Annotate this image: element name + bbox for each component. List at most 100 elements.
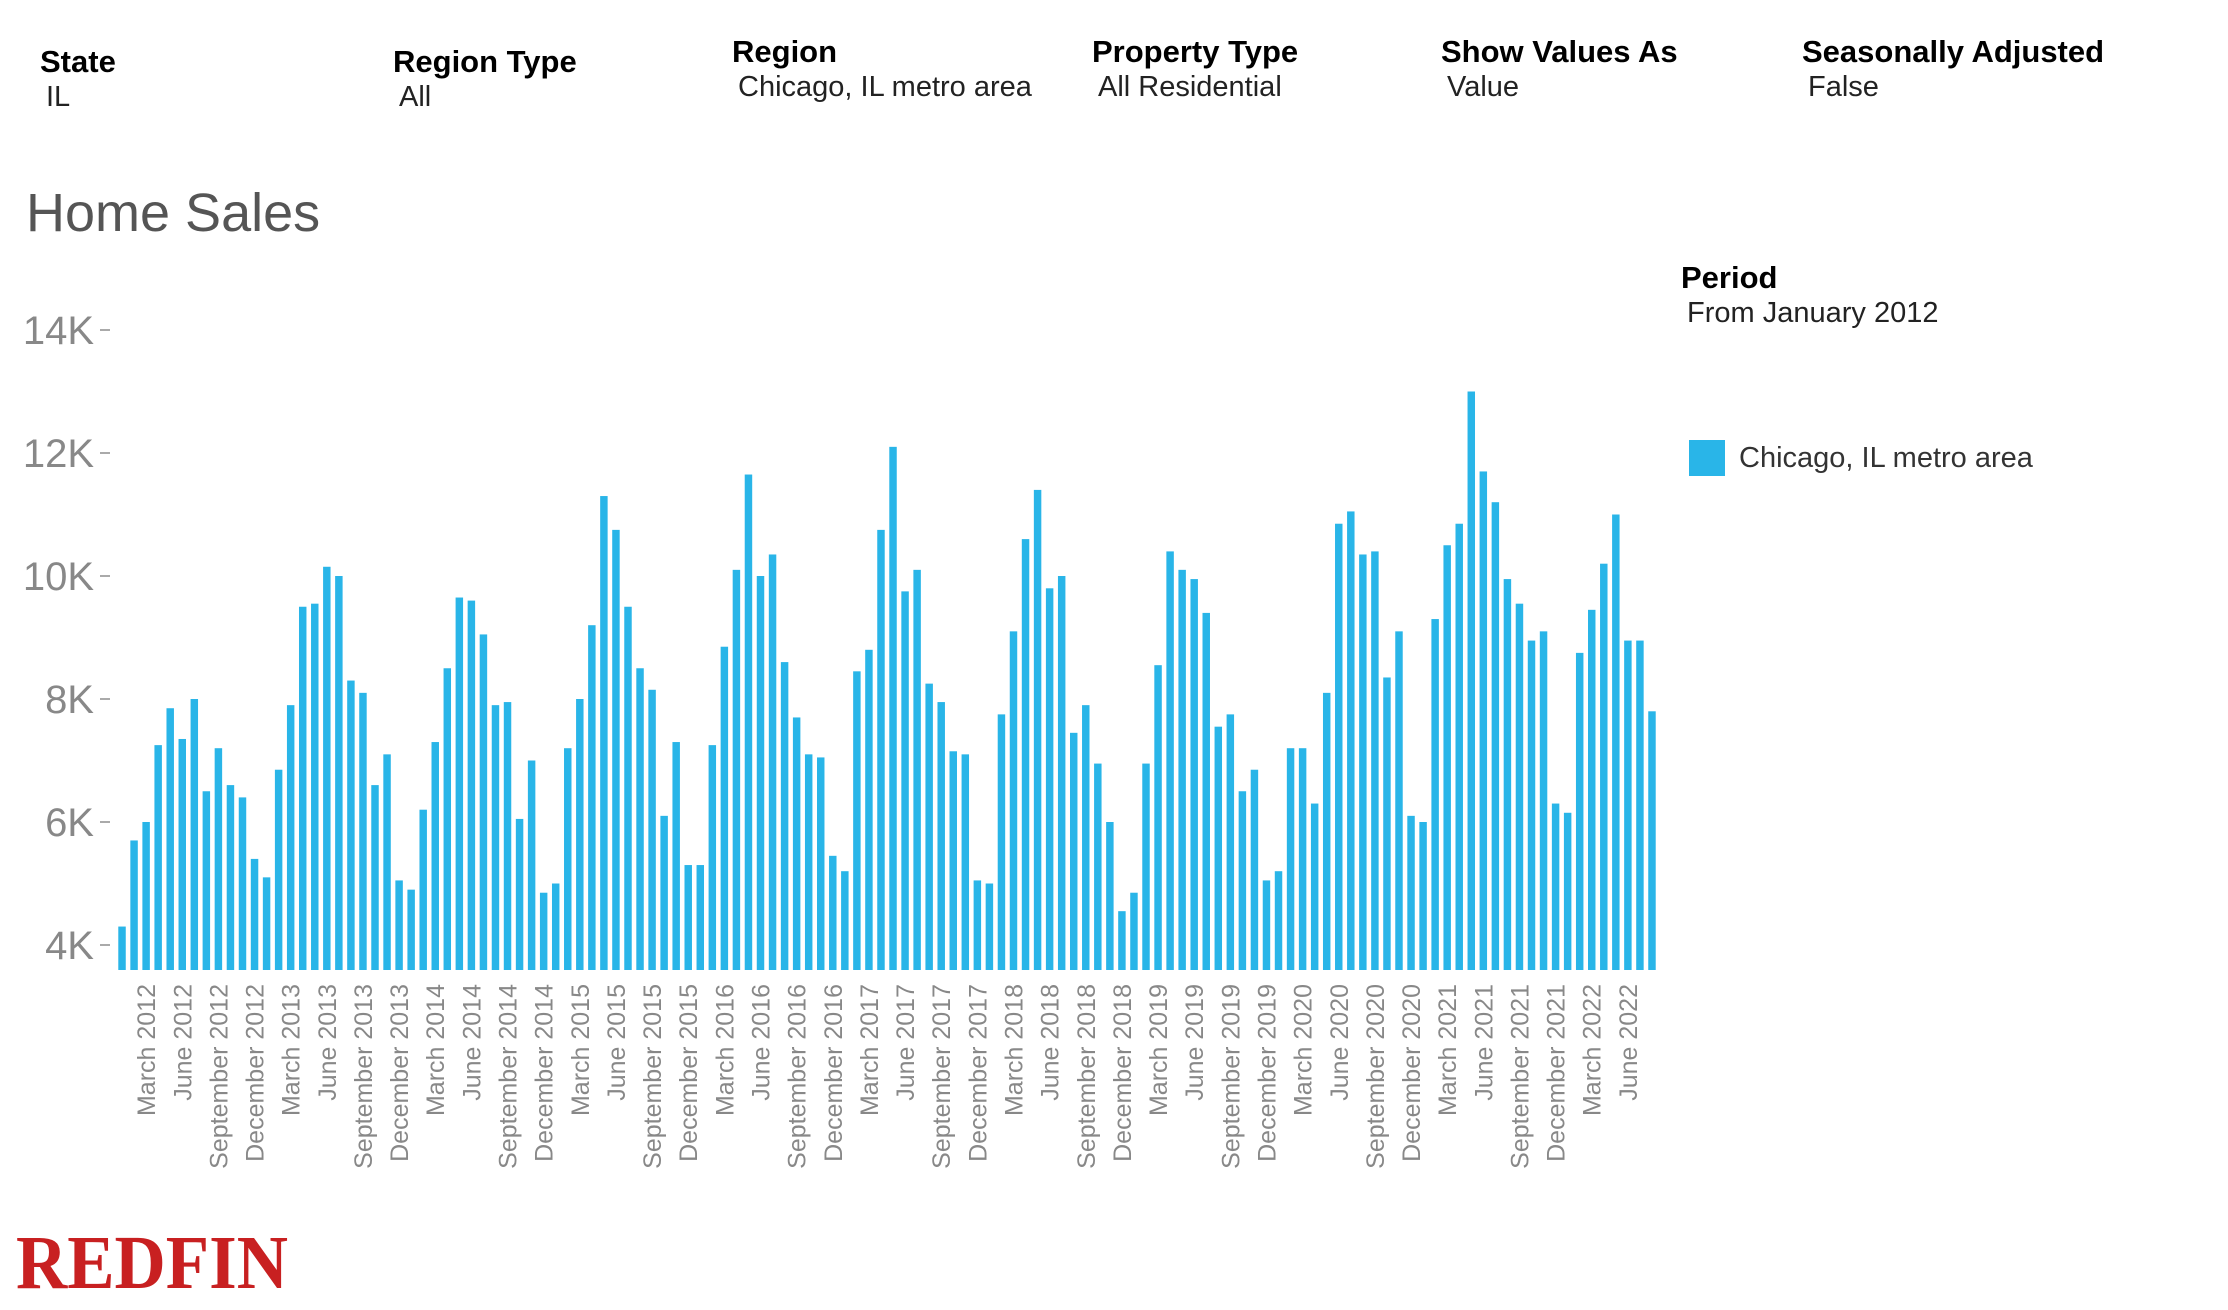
bar[interactable]: [841, 871, 849, 970]
bar[interactable]: [551, 883, 560, 971]
bar[interactable]: [1226, 714, 1235, 970]
bar[interactable]: [491, 705, 500, 970]
bar[interactable]: [154, 745, 162, 970]
bar[interactable]: [913, 569, 921, 970]
bar[interactable]: [274, 769, 283, 970]
bar[interactable]: [238, 797, 247, 970]
bar[interactable]: [1214, 726, 1223, 970]
bar[interactable]: [1082, 705, 1090, 970]
bar[interactable]: [1575, 652, 1584, 970]
bar[interactable]: [431, 742, 439, 970]
bar[interactable]: [214, 748, 223, 970]
bar[interactable]: [768, 554, 777, 970]
bar[interactable]: [527, 760, 536, 971]
bar[interactable]: [1419, 822, 1427, 970]
bar[interactable]: [1238, 791, 1247, 970]
bar[interactable]: [660, 815, 668, 970]
bar[interactable]: [419, 809, 427, 970]
bar[interactable]: [503, 702, 512, 970]
bar[interactable]: [286, 705, 295, 970]
bar[interactable]: [443, 668, 452, 970]
bar[interactable]: [347, 680, 355, 970]
bar[interactable]: [1407, 815, 1415, 970]
bar[interactable]: [1069, 732, 1078, 970]
filter-region[interactable]: Region Chicago, IL metro area: [732, 34, 1032, 104]
filter-show-values-as[interactable]: Show Values As Value: [1441, 34, 1678, 104]
bar[interactable]: [1636, 640, 1644, 970]
bar[interactable]: [539, 892, 548, 970]
bar[interactable]: [997, 714, 1006, 970]
bar[interactable]: [865, 649, 873, 970]
bar[interactable]: [708, 745, 717, 970]
bar[interactable]: [383, 754, 391, 970]
bar[interactable]: [1202, 612, 1210, 970]
bar[interactable]: [1057, 576, 1066, 970]
bar[interactable]: [889, 446, 897, 971]
bar[interactable]: [636, 668, 644, 970]
bar[interactable]: [588, 625, 596, 970]
bar[interactable]: [166, 708, 174, 970]
bar[interactable]: [1648, 711, 1656, 970]
bar[interactable]: [407, 889, 415, 970]
bar[interactable]: [804, 754, 813, 970]
bar[interactable]: [1612, 514, 1620, 971]
bar[interactable]: [576, 699, 584, 970]
bar[interactable]: [985, 883, 994, 971]
bar[interactable]: [720, 646, 729, 970]
filter-property-type[interactable]: Property Type All Residential: [1092, 34, 1298, 104]
bar[interactable]: [1503, 579, 1512, 970]
bar[interactable]: [1600, 563, 1608, 970]
bar[interactable]: [756, 576, 765, 970]
bar[interactable]: [1033, 489, 1042, 970]
bar[interactable]: [250, 858, 259, 970]
bar[interactable]: [1479, 471, 1488, 970]
bar[interactable]: [1310, 803, 1319, 970]
bar[interactable]: [877, 529, 885, 970]
filter-seasonally-adjusted[interactable]: Seasonally Adjusted False: [1802, 34, 2104, 104]
bar[interactable]: [1359, 554, 1367, 970]
bar[interactable]: [1190, 579, 1198, 970]
filter-region-type[interactable]: Region Type All: [393, 44, 577, 114]
bar[interactable]: [1154, 665, 1162, 970]
bar[interactable]: [792, 717, 801, 970]
legend[interactable]: Chicago, IL metro area: [1689, 440, 2033, 476]
bar[interactable]: [1563, 812, 1572, 970]
bar[interactable]: [672, 742, 680, 970]
bar[interactable]: [1467, 391, 1476, 971]
bar[interactable]: [202, 791, 211, 970]
bar[interactable]: [311, 603, 319, 970]
bar[interactable]: [1178, 569, 1186, 970]
bar[interactable]: [1539, 631, 1548, 970]
bar[interactable]: [1515, 603, 1524, 970]
bar[interactable]: [1142, 763, 1150, 970]
bar[interactable]: [371, 785, 379, 970]
bar[interactable]: [1021, 539, 1030, 970]
bar[interactable]: [1551, 803, 1560, 970]
bar[interactable]: [829, 855, 837, 970]
bar[interactable]: [130, 840, 138, 970]
bar[interactable]: [1395, 631, 1403, 970]
bar[interactable]: [1106, 822, 1114, 970]
bar[interactable]: [744, 474, 753, 970]
bar[interactable]: [732, 569, 741, 970]
bar[interactable]: [467, 600, 476, 970]
bar[interactable]: [178, 738, 186, 970]
bar[interactable]: [455, 597, 464, 970]
bar[interactable]: [335, 576, 343, 970]
bar[interactable]: [937, 702, 945, 970]
bar[interactable]: [515, 818, 524, 970]
bar[interactable]: [1383, 677, 1391, 970]
bar[interactable]: [1347, 511, 1355, 970]
bar[interactable]: [1262, 880, 1271, 970]
bar[interactable]: [949, 751, 957, 970]
bar[interactable]: [1250, 769, 1259, 970]
bar[interactable]: [1298, 748, 1307, 970]
filter-state[interactable]: State IL: [40, 44, 116, 114]
bar[interactable]: [684, 865, 692, 970]
filter-period[interactable]: Period From January 2012: [1681, 260, 1938, 330]
bar[interactable]: [479, 634, 488, 970]
bar[interactable]: [1335, 523, 1343, 970]
bar[interactable]: [612, 529, 620, 970]
bar[interactable]: [817, 757, 825, 970]
bar[interactable]: [1431, 619, 1439, 970]
